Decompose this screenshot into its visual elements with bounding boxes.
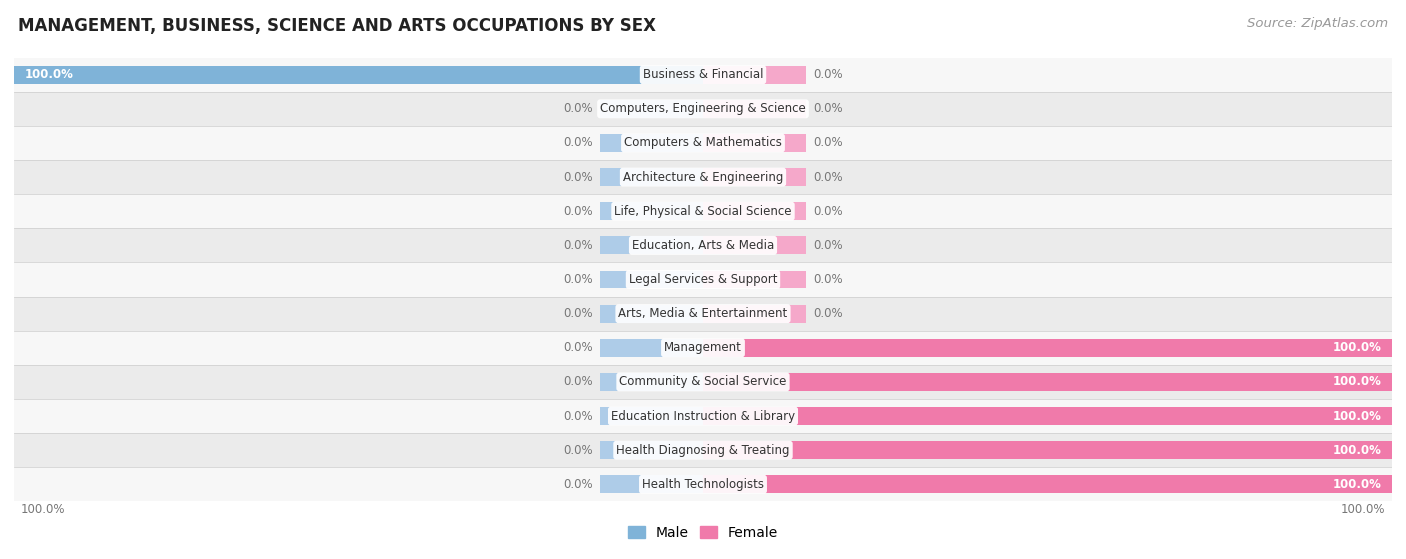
- Text: 100.0%: 100.0%: [1333, 410, 1382, 423]
- Bar: [599, 134, 703, 152]
- Text: 100.0%: 100.0%: [1333, 376, 1382, 389]
- Bar: [599, 441, 703, 459]
- Text: 0.0%: 0.0%: [564, 444, 593, 457]
- Bar: [14, 262, 1392, 297]
- Text: 0.0%: 0.0%: [564, 205, 593, 217]
- Bar: [599, 236, 703, 254]
- Text: Education Instruction & Library: Education Instruction & Library: [612, 410, 794, 423]
- Text: 100.0%: 100.0%: [1333, 444, 1382, 457]
- Bar: [599, 373, 703, 391]
- Bar: [703, 271, 807, 288]
- Text: 0.0%: 0.0%: [564, 273, 593, 286]
- Bar: [703, 441, 1392, 459]
- Legend: Male, Female: Male, Female: [623, 520, 783, 546]
- Text: 0.0%: 0.0%: [564, 478, 593, 491]
- Bar: [14, 365, 1392, 399]
- Text: 0.0%: 0.0%: [813, 273, 842, 286]
- Bar: [703, 373, 1392, 391]
- Bar: [703, 305, 807, 323]
- Bar: [599, 476, 703, 493]
- Text: 0.0%: 0.0%: [564, 136, 593, 149]
- Bar: [14, 126, 1392, 160]
- Bar: [14, 433, 1392, 467]
- Bar: [703, 236, 807, 254]
- Bar: [703, 339, 1392, 357]
- Text: Business & Financial: Business & Financial: [643, 68, 763, 81]
- Text: 100.0%: 100.0%: [24, 68, 73, 81]
- Bar: [599, 271, 703, 288]
- Text: 0.0%: 0.0%: [564, 307, 593, 320]
- Bar: [599, 407, 703, 425]
- Bar: [14, 228, 1392, 262]
- Text: Community & Social Service: Community & Social Service: [619, 376, 787, 389]
- Bar: [703, 202, 807, 220]
- Text: Architecture & Engineering: Architecture & Engineering: [623, 170, 783, 183]
- Bar: [599, 100, 703, 118]
- Text: Computers, Engineering & Science: Computers, Engineering & Science: [600, 102, 806, 115]
- Bar: [599, 305, 703, 323]
- Bar: [599, 339, 703, 357]
- Bar: [14, 399, 1392, 433]
- Bar: [14, 66, 703, 83]
- Bar: [14, 92, 1392, 126]
- Text: Computers & Mathematics: Computers & Mathematics: [624, 136, 782, 149]
- Text: Health Diagnosing & Treating: Health Diagnosing & Treating: [616, 444, 790, 457]
- Bar: [703, 476, 1392, 493]
- Bar: [599, 202, 703, 220]
- Text: 0.0%: 0.0%: [813, 205, 842, 217]
- Text: 0.0%: 0.0%: [564, 102, 593, 115]
- Text: Education, Arts & Media: Education, Arts & Media: [631, 239, 775, 252]
- Bar: [14, 58, 1392, 92]
- Text: 100.0%: 100.0%: [1333, 478, 1382, 491]
- Text: 0.0%: 0.0%: [813, 239, 842, 252]
- Text: 0.0%: 0.0%: [564, 170, 593, 183]
- Text: 0.0%: 0.0%: [813, 136, 842, 149]
- Text: 0.0%: 0.0%: [564, 410, 593, 423]
- Text: Management: Management: [664, 342, 742, 354]
- Text: Source: ZipAtlas.com: Source: ZipAtlas.com: [1247, 17, 1388, 30]
- Text: 100.0%: 100.0%: [21, 503, 66, 516]
- Bar: [703, 407, 1392, 425]
- Text: 0.0%: 0.0%: [564, 342, 593, 354]
- Bar: [703, 168, 807, 186]
- Bar: [14, 297, 1392, 331]
- Text: 100.0%: 100.0%: [1333, 342, 1382, 354]
- Bar: [14, 331, 1392, 365]
- Text: 0.0%: 0.0%: [813, 102, 842, 115]
- Text: Life, Physical & Social Science: Life, Physical & Social Science: [614, 205, 792, 217]
- Bar: [14, 194, 1392, 228]
- Text: MANAGEMENT, BUSINESS, SCIENCE AND ARTS OCCUPATIONS BY SEX: MANAGEMENT, BUSINESS, SCIENCE AND ARTS O…: [18, 17, 657, 35]
- Text: 0.0%: 0.0%: [813, 68, 842, 81]
- Text: 0.0%: 0.0%: [813, 307, 842, 320]
- Text: Health Technologists: Health Technologists: [643, 478, 763, 491]
- Text: 0.0%: 0.0%: [564, 239, 593, 252]
- Text: 0.0%: 0.0%: [564, 376, 593, 389]
- Text: Legal Services & Support: Legal Services & Support: [628, 273, 778, 286]
- Text: 0.0%: 0.0%: [813, 170, 842, 183]
- Bar: [14, 160, 1392, 194]
- Bar: [703, 134, 807, 152]
- Bar: [599, 168, 703, 186]
- Bar: [703, 66, 807, 83]
- Text: Arts, Media & Entertainment: Arts, Media & Entertainment: [619, 307, 787, 320]
- Bar: [703, 100, 807, 118]
- Bar: [14, 467, 1392, 501]
- Text: 100.0%: 100.0%: [1340, 503, 1385, 516]
